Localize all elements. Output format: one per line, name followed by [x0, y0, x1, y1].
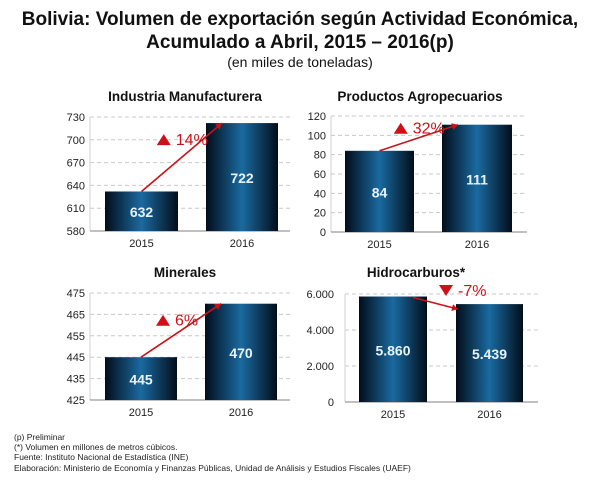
- chart-3-value-label: 445: [129, 372, 153, 388]
- chart-2-value-label: 111: [466, 171, 488, 187]
- chart-1-xtick-label: 2015: [129, 238, 153, 250]
- chart-1-bar-2015: [105, 191, 178, 231]
- footnotes: (p) Preliminar (*) Volumen en millones d…: [14, 432, 411, 473]
- main-title-line-2: Acumulado a Abril, 2015 – 2016(p): [146, 32, 454, 53]
- chart-3-value-label: 470: [229, 345, 253, 361]
- chart-3-title: Minerales: [154, 265, 216, 280]
- chart-1-ytick-label: 580: [67, 226, 85, 238]
- chart-1-ytick-label: 670: [67, 158, 85, 170]
- chart-3-change-percent: 6%: [175, 313, 198, 330]
- chart-1-ytick-label: 610: [67, 203, 85, 215]
- chart-1-value-label: 722: [230, 170, 254, 186]
- chart-1-bar-2016: [206, 123, 278, 231]
- chart-4-trend-arrowhead: [451, 304, 458, 311]
- chart-3-ytick-label: 465: [67, 309, 85, 321]
- chart-2-ytick-label: 120: [308, 111, 326, 123]
- chart-4-trend-arrow: [412, 296, 459, 310]
- chart-4-change-percent: -7%: [458, 283, 486, 300]
- chart-2-xtick-label: 2015: [367, 239, 391, 251]
- chart-3-xtick-label: 2016: [229, 407, 253, 419]
- chart-3-trend-arrowhead: [214, 303, 221, 310]
- chart-2-ytick-label: 60: [314, 169, 326, 181]
- chart-1-trend-arrow: [140, 122, 223, 193]
- main-subtitle: (en miles de toneladas): [227, 54, 373, 70]
- chart-2-xtick-label: 2016: [465, 239, 489, 251]
- chart-2-ytick-label: 20: [314, 208, 326, 220]
- chart-1-title: Industria Manufacturera: [108, 89, 262, 104]
- chart-1-triangle-up-icon: [156, 134, 171, 146]
- chart-4-value-label: 5.860: [375, 342, 410, 358]
- chart-3-ytick-label: 455: [67, 331, 85, 343]
- chart-2-ytick-label: 80: [314, 150, 326, 162]
- chart-2-trend-arrowhead: [451, 123, 458, 130]
- chart-4-xtick-label: 2016: [477, 409, 501, 421]
- chart-1-trend-arrowhead: [215, 123, 222, 130]
- chart-3-bar-2015: [105, 357, 177, 400]
- chart-4-ytick-label: 0: [328, 397, 334, 409]
- chart-4-title: Hidrocarburos*: [367, 265, 466, 280]
- chart-2-triangle-up-icon: [393, 122, 408, 134]
- footnote-elaboration: Elaboración: Ministerio de Economía y Fi…: [14, 462, 411, 473]
- chart-1-ytick-label: 700: [67, 135, 85, 147]
- chart-2-trend-arrow: [379, 123, 459, 152]
- chart-3-trend-arrow: [140, 303, 222, 358]
- chart-1-ytick-label: 640: [67, 180, 85, 192]
- chart-3-triangle-up-icon: [156, 314, 170, 326]
- chart-2-ytick-label: 40: [314, 188, 326, 200]
- chart-1-ytick-label: 730: [67, 112, 85, 124]
- footnote-source: Fuente: Instituto Nacional de Estadístic…: [14, 452, 189, 463]
- chart-4-bar-2016: [456, 304, 523, 402]
- chart-2-ytick-label: 100: [308, 130, 326, 142]
- chart-4-ytick-label: 2.000: [306, 361, 334, 373]
- chart-3-bar-2016: [205, 303, 277, 400]
- main-title-line-1: Bolivia: Volumen de exportación según Ac…: [21, 9, 579, 30]
- chart-1-change-percent: 14%: [176, 132, 208, 149]
- chart-2-bar-2016: [442, 124, 512, 232]
- chart-4-triangle-down-icon: [439, 285, 453, 296]
- chart-4-xtick-label: 2015: [381, 409, 405, 421]
- chart-2-title: Productos Agropecuarios: [337, 89, 502, 104]
- chart-4-ytick-label: 6.000: [306, 289, 334, 301]
- footnote-volume-unit: (*) Volumen en millones de metros cúbico…: [14, 442, 178, 453]
- footnote-preliminary: (p) Preliminar: [14, 432, 66, 442]
- chart-1-value-label: 632: [130, 204, 154, 220]
- chart-2-bar-2015: [345, 150, 414, 232]
- chart-3-ytick-label: 475: [67, 288, 85, 300]
- chart-1-xtick-label: 2016: [230, 238, 254, 250]
- chart-3-xtick-label: 2015: [129, 407, 153, 419]
- chart-3-ytick-label: 435: [67, 374, 85, 386]
- chart-2-ytick-label: 0: [320, 227, 326, 239]
- chart-2-value-label: 84: [372, 184, 388, 200]
- chart-4-value-label: 5.439: [472, 346, 507, 362]
- chart-4-bar-2015: [359, 296, 427, 402]
- chart-4-ytick-label: 4.000: [306, 325, 334, 337]
- chart-3-ytick-label: 445: [67, 352, 85, 364]
- chart-3-ytick-label: 425: [67, 395, 85, 407]
- chart-2-change-percent: 32%: [413, 121, 445, 138]
